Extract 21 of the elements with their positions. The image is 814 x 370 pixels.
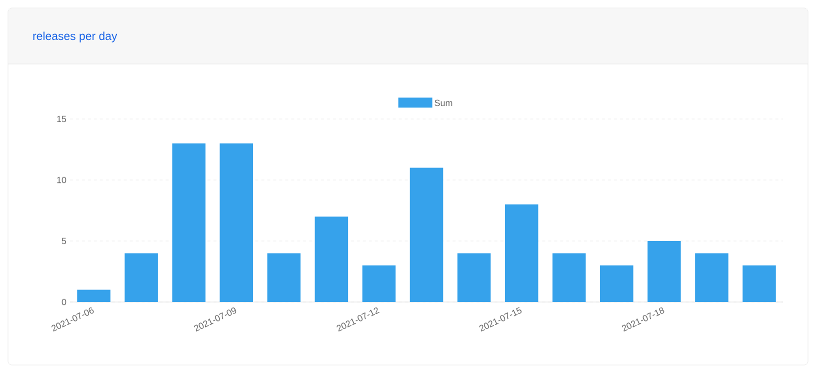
bar <box>77 290 110 302</box>
y-tick-label: 0 <box>62 298 66 306</box>
bar <box>552 253 586 302</box>
bar <box>648 241 681 302</box>
bar <box>220 143 254 302</box>
bar <box>457 253 491 302</box>
y-tick-label: 15 <box>57 116 66 122</box>
bar <box>504 204 538 302</box>
chart-title: releases per day <box>33 32 118 42</box>
bar <box>600 265 634 302</box>
bar <box>410 168 444 302</box>
bar <box>314 216 348 302</box>
bar <box>267 253 301 302</box>
bar <box>742 265 776 302</box>
bar <box>172 143 206 302</box>
legend-label: Sum <box>434 100 452 106</box>
bar <box>124 253 158 302</box>
y-tick-label: 5 <box>62 238 66 244</box>
y-tick-label: 10 <box>57 176 66 184</box>
bar <box>695 253 728 302</box>
bar <box>362 265 396 302</box>
